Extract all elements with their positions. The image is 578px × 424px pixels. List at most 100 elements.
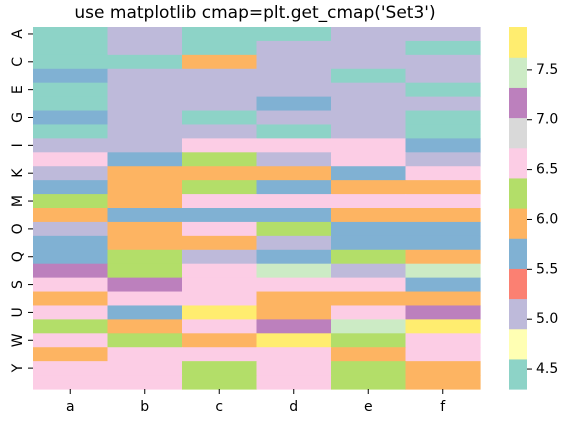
heatmap-cell-M-d bbox=[256, 194, 332, 209]
heatmap-cell-V-c bbox=[182, 319, 258, 334]
heatmap-cell-Y-f bbox=[405, 361, 481, 376]
heatmap-cell-D-b bbox=[107, 68, 183, 84]
heatmap-cell-W-a bbox=[33, 333, 109, 348]
heatmap-cell-S-a bbox=[33, 277, 109, 293]
heatmap-cell-Z-a bbox=[33, 375, 109, 390]
heatmap-cell-C-e bbox=[331, 54, 407, 70]
heatmap-cell-Z-e bbox=[331, 375, 407, 390]
y-tick-label: E bbox=[10, 85, 26, 94]
heatmap-cell-J-c bbox=[182, 152, 258, 167]
heatmap-cell-F-b bbox=[107, 96, 183, 112]
colorbar-segment bbox=[509, 57, 527, 88]
heatmap-cell-X-e bbox=[331, 347, 407, 362]
heatmap-cell-E-f bbox=[405, 82, 481, 98]
heatmap-cell-I-d bbox=[256, 138, 332, 153]
heatmap-cell-U-b bbox=[107, 305, 183, 320]
heatmap-cell-H-c bbox=[182, 124, 258, 139]
heatmap-cell-R-c bbox=[182, 263, 258, 279]
heatmap-cell-F-f bbox=[405, 96, 481, 112]
x-tick-label: c bbox=[215, 399, 223, 415]
heatmap-cell-S-c bbox=[182, 277, 258, 293]
y-tick-label: G bbox=[10, 112, 26, 123]
heatmap-cell-U-e bbox=[331, 305, 407, 320]
heatmap-cell-I-a bbox=[33, 138, 109, 153]
heatmap-cell-M-e bbox=[331, 194, 407, 209]
heatmap-cell-P-e bbox=[331, 235, 407, 251]
heatmap-cell-Q-d bbox=[256, 249, 332, 265]
heatmap-cell-U-c bbox=[182, 305, 258, 320]
heatmap-cell-M-a bbox=[33, 194, 109, 209]
heatmap-cell-B-c bbox=[182, 40, 258, 56]
colorbar-ticks: 4.5 5.0 5.5 6.0 6.5 7.0 7.5 bbox=[527, 62, 558, 377]
heatmap-cell-B-b bbox=[107, 40, 183, 56]
heatmap-cell-O-b bbox=[107, 221, 183, 237]
heatmap-cell-Z-d bbox=[256, 375, 332, 390]
heatmap-cell-A-b bbox=[107, 27, 183, 42]
heatmap-cell-R-b bbox=[107, 263, 183, 279]
heatmap-cell-E-c bbox=[182, 82, 258, 98]
heatmap-cells bbox=[33, 27, 481, 390]
colorbar-segment bbox=[509, 298, 527, 330]
heatmap-cell-L-e bbox=[331, 180, 407, 195]
heatmap-cell-F-d bbox=[256, 96, 332, 112]
heatmap-cell-J-d bbox=[256, 152, 332, 167]
heatmap-cell-O-a bbox=[33, 221, 109, 237]
y-tick-label: U bbox=[10, 307, 26, 317]
heatmap-cell-W-f bbox=[405, 333, 481, 348]
heatmap-cell-H-b bbox=[107, 124, 183, 139]
heatmap-cell-P-a bbox=[33, 235, 109, 251]
heatmap-cell-N-f bbox=[405, 208, 481, 223]
colorbar-segment bbox=[509, 87, 527, 119]
heatmap-cell-H-e bbox=[331, 124, 407, 139]
heatmap-cell-N-d bbox=[256, 208, 332, 223]
heatmap-cell-V-a bbox=[33, 319, 109, 334]
heatmap-cell-V-e bbox=[331, 319, 407, 334]
heatmap-cell-G-e bbox=[331, 110, 407, 126]
heatmap-cell-B-d bbox=[256, 40, 332, 56]
colorbar-segment bbox=[509, 117, 527, 149]
heatmap-cell-W-e bbox=[331, 333, 407, 348]
heatmap-cell-X-f bbox=[405, 347, 481, 362]
heatmap-cell-W-c bbox=[182, 333, 258, 348]
heatmap-cell-Z-c bbox=[182, 375, 258, 390]
heatmap-cell-D-c bbox=[182, 68, 258, 84]
heatmap-cell-J-a bbox=[33, 152, 109, 167]
colorbar-segment bbox=[509, 328, 527, 360]
heatmap-cell-G-a bbox=[33, 110, 109, 126]
heatmap-cell-D-e bbox=[331, 68, 407, 84]
chart-title: use matplotlib cmap=plt.get_cmap('Set3') bbox=[74, 3, 435, 23]
heatmap-cell-N-c bbox=[182, 208, 258, 223]
heatmap-cell-W-d bbox=[256, 333, 332, 348]
heatmap-cell-M-b bbox=[107, 194, 183, 209]
heatmap-cell-J-e bbox=[331, 152, 407, 167]
heatmap-cell-X-a bbox=[33, 347, 109, 362]
heatmap-cell-N-e bbox=[331, 208, 407, 223]
heatmap-cell-T-d bbox=[256, 291, 332, 307]
y-tick-label: M bbox=[10, 195, 26, 207]
heatmap-cell-A-d bbox=[256, 27, 332, 42]
heatmap-cell-Y-b bbox=[107, 361, 183, 376]
heatmap-cell-F-a bbox=[33, 96, 109, 112]
heatmap-cell-N-b bbox=[107, 208, 183, 223]
colorbar-tick-label: 5.0 bbox=[536, 311, 558, 327]
colorbar-segment bbox=[509, 147, 527, 179]
colorbar-segment bbox=[509, 238, 527, 269]
heatmap-cell-G-b bbox=[107, 110, 183, 126]
heatmap-cell-J-b bbox=[107, 152, 183, 167]
heatmap-cell-B-e bbox=[331, 40, 407, 56]
colorbar-segment bbox=[509, 358, 527, 390]
heatmap-cell-B-f bbox=[405, 40, 481, 56]
x-tick-label: e bbox=[364, 399, 373, 415]
heatmap-cell-C-c bbox=[182, 54, 258, 70]
heatmap-cell-W-b bbox=[107, 333, 183, 348]
x-axis-ticks: a b c d e f bbox=[66, 389, 446, 415]
colorbar-segment bbox=[509, 208, 527, 239]
heatmap-cell-D-f bbox=[405, 68, 481, 84]
heatmap-cell-T-a bbox=[33, 291, 109, 307]
heatmap-cell-Y-a bbox=[33, 361, 109, 376]
heatmap-cell-P-b bbox=[107, 235, 183, 251]
y-tick-label: Q bbox=[10, 251, 26, 262]
heatmap-cell-L-b bbox=[107, 180, 183, 195]
heatmap-cell-H-a bbox=[33, 124, 109, 139]
heatmap-cell-Y-c bbox=[182, 361, 258, 376]
